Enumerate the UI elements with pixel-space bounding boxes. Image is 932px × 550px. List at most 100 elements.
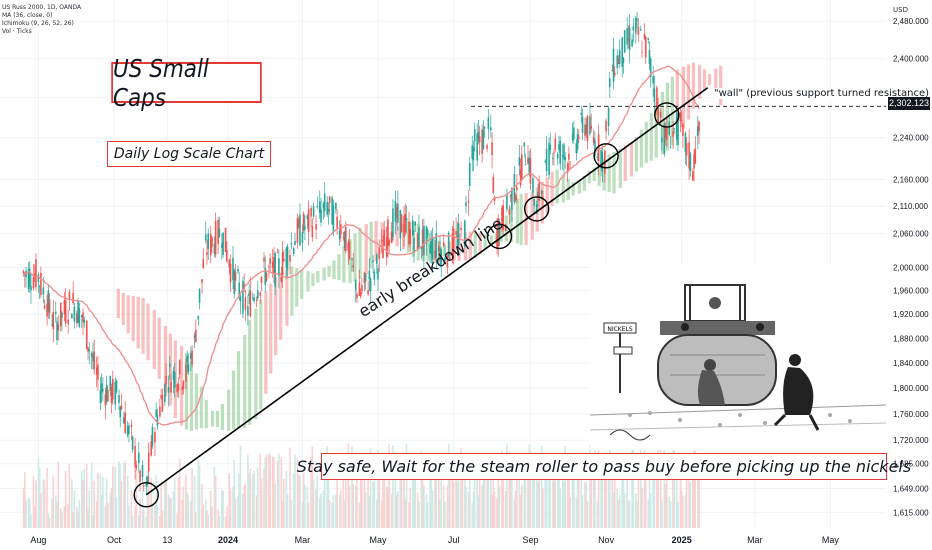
candle-body [322,202,325,209]
candle-body [289,255,291,262]
volume-bar [486,461,488,528]
candle-body [150,441,153,456]
volume-bar [613,472,616,528]
volume-bar [217,508,219,528]
volume-bar [559,488,562,528]
candle-body [82,312,84,323]
volume-bar [592,453,595,528]
cloud-segment [618,148,622,189]
cloud-segment [577,180,581,194]
symbol-label[interactable]: US Russ 2000, 1D, OANDA [2,4,82,11]
candle-body [87,347,89,352]
volume-bar [90,462,93,528]
volume-bar [636,502,638,528]
cloud-segment [332,260,336,280]
volume-bar [456,481,459,528]
volume-bar [100,494,103,528]
candle-body [145,483,148,487]
candle-body [201,279,203,283]
volume-bar [457,455,460,528]
candle-body [40,272,42,295]
cloud-segment [285,268,289,326]
candle-body [154,432,156,443]
candle-body [578,136,580,139]
candle-body [551,157,554,159]
volume-bar [684,495,687,528]
y-tick-label: 1,960.000 [893,287,929,296]
candle-body [209,233,212,256]
candle-body [280,277,283,282]
candle-body [64,300,67,324]
cloud-segment [660,91,665,155]
candle-body [105,385,108,403]
wall-label: "wall" (previous support turned resistan… [712,88,932,99]
volume-bar [668,496,671,528]
candle-body [302,213,305,231]
volume-bar [211,507,213,528]
volume-bar [92,514,94,528]
ma-indicator-label[interactable]: MA (36, close, 0) [2,12,53,19]
candle-body [57,324,60,331]
candle-body [581,116,584,133]
volume-bar [492,457,495,528]
cloud-segment [254,308,258,420]
volume-bar [42,479,45,528]
volume-bar [558,477,560,528]
candle-body [617,58,620,64]
cloud-segment [220,403,225,431]
volume-bar [160,484,162,528]
volume-bar [348,485,351,528]
volume-bar [131,515,134,528]
candle-body [437,246,440,251]
candle-body [698,121,700,132]
volume-bar [48,517,51,528]
candle-body [100,383,103,393]
candle-body [290,242,293,245]
cloud-segment [342,246,346,283]
cloud-segment [279,272,283,340]
x-tick-label: Jul [448,535,460,545]
volume-bar [564,446,566,528]
candle-body [37,274,40,282]
cloud-segment [483,234,487,250]
candle-body [297,219,300,227]
volume-bar [435,462,438,528]
candle-body [218,228,221,237]
volume-bar [318,497,321,528]
cloud-segment [290,266,294,316]
candle-body [461,248,464,250]
candle-body [253,297,255,302]
candle-body [312,206,315,217]
candle-body [429,244,431,254]
volume-bar [59,508,62,528]
x-tick-label: May [370,535,388,545]
volume-bar [209,490,212,528]
candle-body [67,319,69,325]
volume-bar [395,495,398,528]
volume-bar [173,477,176,528]
volume-bar [124,460,126,528]
volume-bar [61,512,63,528]
cloud-segment [623,145,627,182]
ichimoku-indicator-label[interactable]: Ichimoku (9, 26, 52, 26) [2,20,74,27]
volume-bar [637,454,640,528]
x-tick-label: Nov [598,535,615,545]
cloud-segment [686,64,691,120]
volume-bar [40,493,42,528]
volume-indicator-label[interactable]: Vol · Ticks [2,28,32,35]
candle-body [99,390,102,403]
candle-body [568,153,570,160]
volume-bar [364,492,367,528]
volume-bar [274,483,276,528]
candle-body [463,220,466,247]
cloud-segment [649,112,653,161]
candle-body [367,290,369,295]
volume-bar [356,477,358,528]
volume-bar [307,502,310,528]
volume-bar [38,468,41,528]
candle-body [545,148,548,172]
candle-body [224,227,227,252]
volume-bar [605,452,607,528]
candle-body [159,406,161,417]
